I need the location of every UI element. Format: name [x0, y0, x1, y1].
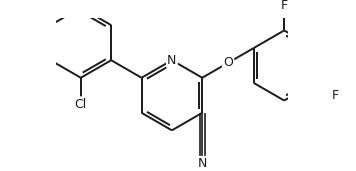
Text: N: N — [167, 54, 177, 67]
Text: F: F — [332, 89, 339, 102]
Text: Cl: Cl — [75, 97, 87, 110]
Text: O: O — [223, 56, 233, 69]
Text: F: F — [281, 0, 288, 12]
Text: N: N — [198, 157, 207, 170]
